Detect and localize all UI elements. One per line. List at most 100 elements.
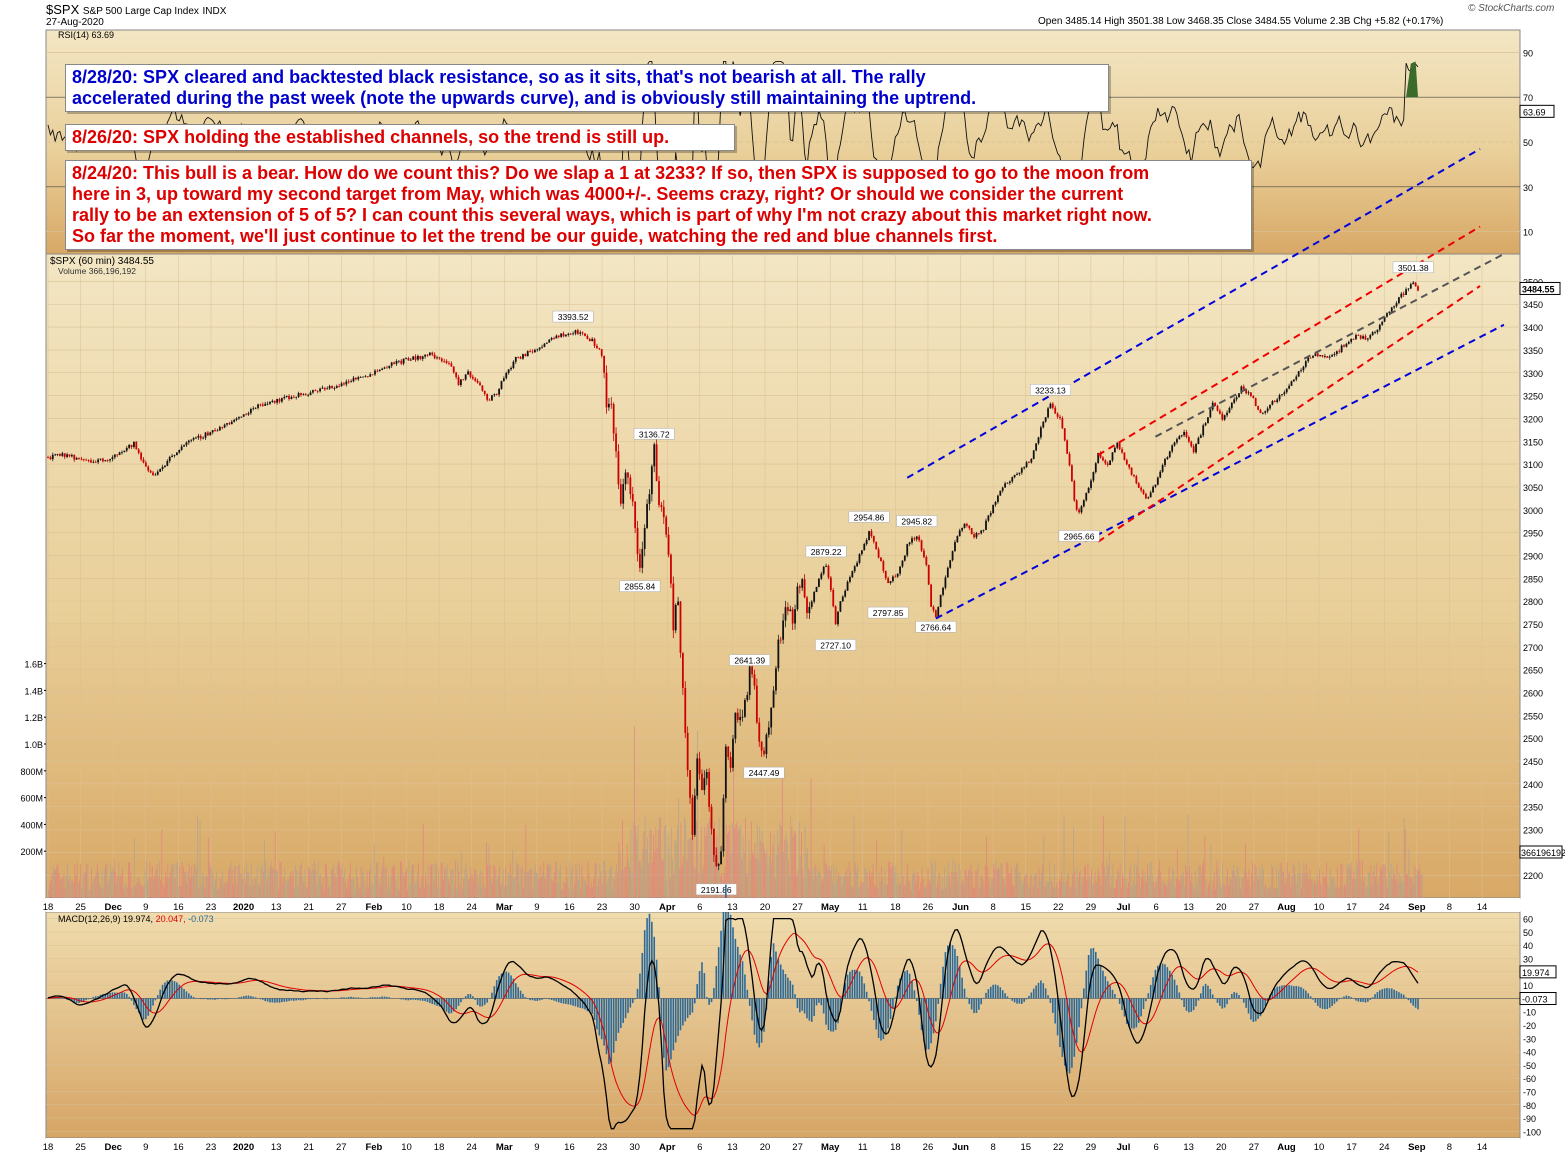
volume-bar <box>1131 886 1133 898</box>
volume-bar <box>1372 871 1374 898</box>
volume-bar <box>90 868 92 898</box>
candle-body <box>1037 437 1040 444</box>
volume-bar <box>1283 871 1285 898</box>
volume-bar <box>1197 878 1199 898</box>
note-line: rally to be an extension of 5 of 5? I ca… <box>72 205 1152 225</box>
candle-body <box>810 601 813 607</box>
volume-bar <box>213 886 215 898</box>
volume-bar <box>1107 865 1109 898</box>
candle-body <box>438 357 441 359</box>
macd-histogram-bar <box>658 987 660 999</box>
candle-body <box>655 444 658 481</box>
candle-body <box>448 362 450 364</box>
macd-histogram-bar <box>1388 988 1391 999</box>
volume-bar <box>173 862 175 898</box>
volume-tick-label: 1.6B <box>24 660 43 670</box>
candle-body <box>717 864 720 866</box>
macd-histogram-bar <box>689 998 691 1016</box>
candle-body <box>801 579 804 588</box>
candle-body <box>109 459 111 461</box>
volume-bar <box>402 871 404 898</box>
macd-histogram-bar <box>1238 995 1240 999</box>
volume-bar <box>667 833 669 898</box>
volume-bar <box>556 861 558 898</box>
macd-histogram-bar <box>713 988 715 999</box>
price-label: 2945.82 <box>901 517 932 527</box>
volume-bar <box>1298 861 1300 898</box>
macd-panel: 6050403020100-10-20-30-40-50-60-70-80-90… <box>45 884 1557 1139</box>
volume-bar <box>505 867 506 898</box>
volume-bar <box>847 877 849 898</box>
candle-body <box>985 520 987 530</box>
trend-channel-line <box>1154 253 1505 438</box>
price-tick-label: 2300 <box>1523 825 1543 835</box>
volume-bar <box>534 864 536 898</box>
macd-histogram-bar <box>1293 986 1295 999</box>
candle-body <box>331 386 333 389</box>
date-tick-label: 13 <box>271 1142 282 1153</box>
price-tick-label: 3450 <box>1523 300 1543 310</box>
volume-bar <box>1271 864 1273 898</box>
rsi-last-label: 63.69 <box>1523 107 1546 117</box>
date-tick-label: Apr <box>659 902 676 913</box>
volume-bar <box>802 869 804 898</box>
macd-histogram-bar <box>417 998 419 1001</box>
macd-histogram-bar <box>961 977 963 999</box>
candle-body <box>233 419 236 422</box>
volume-bar <box>456 888 458 898</box>
volume-bar <box>469 878 471 898</box>
volume-bar <box>1128 881 1129 898</box>
macd-tick-label: -60 <box>1523 1074 1536 1084</box>
macd-histogram-bar <box>510 975 512 999</box>
price-label: 3136.72 <box>639 429 670 439</box>
volume-bar <box>673 874 675 898</box>
candle-body <box>371 374 374 376</box>
macd-histogram-bar <box>717 947 720 999</box>
date-tick-label: 18 <box>434 1142 445 1153</box>
candle-body <box>997 495 999 503</box>
volume-bar <box>321 883 323 898</box>
volume-bar <box>1074 871 1076 898</box>
note-line: 8/26/20: SPX holding the established cha… <box>72 127 670 147</box>
date-tick-label: 6 <box>697 902 702 913</box>
volume-tick-label: 600M <box>20 794 43 804</box>
volume-bar <box>550 864 552 898</box>
volume-bar <box>462 888 464 898</box>
volume-bar <box>661 860 663 898</box>
volume-bar <box>1324 876 1326 898</box>
volume-bar <box>1188 866 1190 898</box>
volume-tick-label: 1.2B <box>24 713 43 723</box>
candle-body <box>581 332 584 334</box>
price-label: 2954.86 <box>854 512 885 522</box>
candle-body <box>400 360 403 364</box>
candle-body <box>314 390 317 392</box>
volume-bar <box>340 868 342 898</box>
candle-body <box>1054 407 1057 414</box>
volume-bar <box>1209 880 1211 898</box>
volume-bar <box>246 862 248 898</box>
volume-bar <box>1332 875 1333 898</box>
volume-bar <box>741 858 743 898</box>
candle-body <box>390 362 393 366</box>
macd-histogram-bar <box>698 971 701 999</box>
date-tick-label: 13 <box>727 1142 738 1153</box>
candle-body <box>171 455 174 457</box>
macd-histogram-bar <box>512 978 515 999</box>
candle-body <box>627 472 629 478</box>
volume-bar <box>1032 887 1034 898</box>
annotation-8-26: 8/26/20: SPX holding the established cha… <box>65 124 735 151</box>
candle-body <box>1056 413 1059 417</box>
volume-bar <box>622 820 623 898</box>
candle-body <box>278 399 281 402</box>
volume-bar <box>161 829 163 898</box>
volume-bar <box>963 884 965 898</box>
macd-histogram-bar <box>739 954 741 999</box>
volume-bar <box>1163 881 1165 898</box>
volume-bar <box>573 889 574 898</box>
volume-bar <box>1382 864 1384 898</box>
candle-body <box>791 609 794 624</box>
candle-body <box>412 356 415 360</box>
candle-body <box>1235 397 1238 400</box>
candle-body <box>992 504 995 514</box>
candle-body <box>526 351 529 357</box>
